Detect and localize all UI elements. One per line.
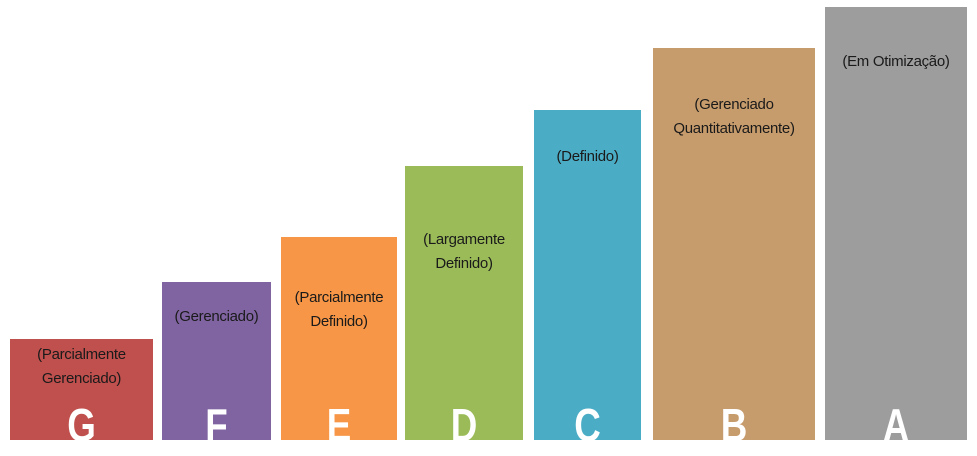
level-description: (Em Otimização) xyxy=(825,50,967,74)
level-block: (Largamente Definido) D xyxy=(405,166,523,440)
level-block: (Parcialmente Gerenciado) G xyxy=(10,339,153,440)
level-description: (Definido) xyxy=(534,145,641,169)
description-line: (Definido) xyxy=(556,148,619,165)
level-letter: E xyxy=(326,399,352,440)
level-letter: C xyxy=(574,399,601,440)
description-line: (Em Otimização) xyxy=(842,53,950,70)
description-line: Definido) xyxy=(435,255,493,272)
level-block: (Gerenciado) F xyxy=(162,282,271,440)
description-line: (Parcialmente xyxy=(294,289,384,306)
level-letter: G xyxy=(67,399,96,440)
description-line: Quantitativamente) xyxy=(673,120,795,137)
description-line: (Gerenciado) xyxy=(174,308,259,325)
level-block: (Parcialmente Definido) E xyxy=(281,237,397,440)
level-block: (Gerenciado Quantitativamente) B xyxy=(653,48,815,440)
level-description: (Parcialmente Gerenciado) xyxy=(10,343,153,391)
level-letter: D xyxy=(450,399,478,440)
description-line: (Gerenciado xyxy=(694,96,774,113)
level-description: (Gerenciado Quantitativamente) xyxy=(653,93,815,141)
level-block: (Em Otimização) A xyxy=(825,7,967,440)
description-line: (Parcialmente xyxy=(37,346,126,363)
level-letter: A xyxy=(882,399,910,440)
level-description: (Gerenciado) xyxy=(162,305,271,329)
level-description: (Largamente Definido) xyxy=(405,228,523,276)
description-line: (Largamente xyxy=(423,231,505,248)
level-block: (Definido) C xyxy=(534,110,641,440)
description-line: Gerenciado) xyxy=(41,370,122,387)
level-letter: B xyxy=(720,399,748,440)
level-description: (Parcialmente Definido) xyxy=(281,286,397,334)
level-letter: F xyxy=(205,399,228,440)
description-line: Definido) xyxy=(310,313,368,330)
